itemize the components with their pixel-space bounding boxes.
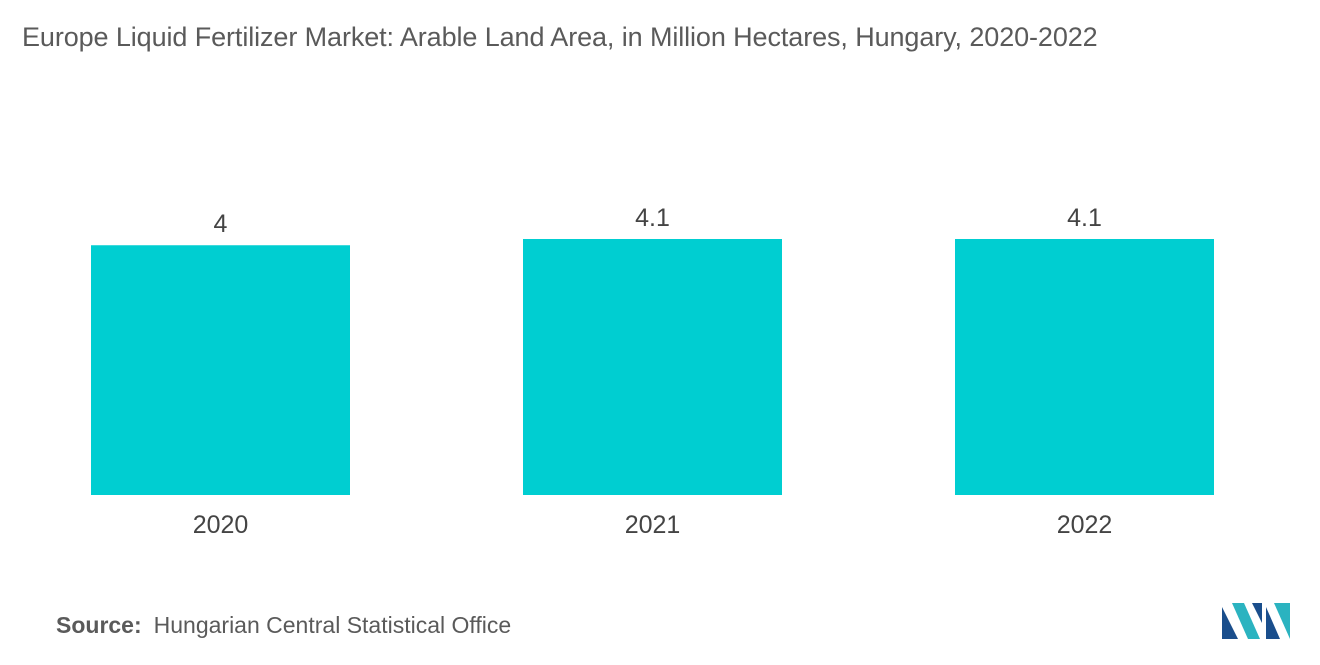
source-label: Source: <box>56 612 142 638</box>
bar-chart: 4 2020 4.1 2021 4.1 2022 <box>91 204 1214 539</box>
source-text: Hungarian Central Statistical Office <box>153 612 512 638</box>
bar-2022 <box>955 239 1214 495</box>
x-tick-label-2020: 2020 <box>193 511 249 539</box>
chart-title: Europe Liquid Fertilizer Market: Arable … <box>22 22 1098 52</box>
source-note: Source: Hungarian Central Statistical Off… <box>56 612 511 639</box>
bar-2020 <box>91 245 350 495</box>
x-tick-label-2022: 2022 <box>1057 511 1113 539</box>
data-label-2022: 4.1 <box>1067 204 1102 232</box>
data-label-2021: 4.1 <box>635 204 670 232</box>
bar-2021 <box>523 239 782 495</box>
mordor-intelligence-logo-icon <box>1222 603 1290 639</box>
x-tick-label-2021: 2021 <box>625 511 681 539</box>
data-label-2020: 4 <box>214 210 228 238</box>
